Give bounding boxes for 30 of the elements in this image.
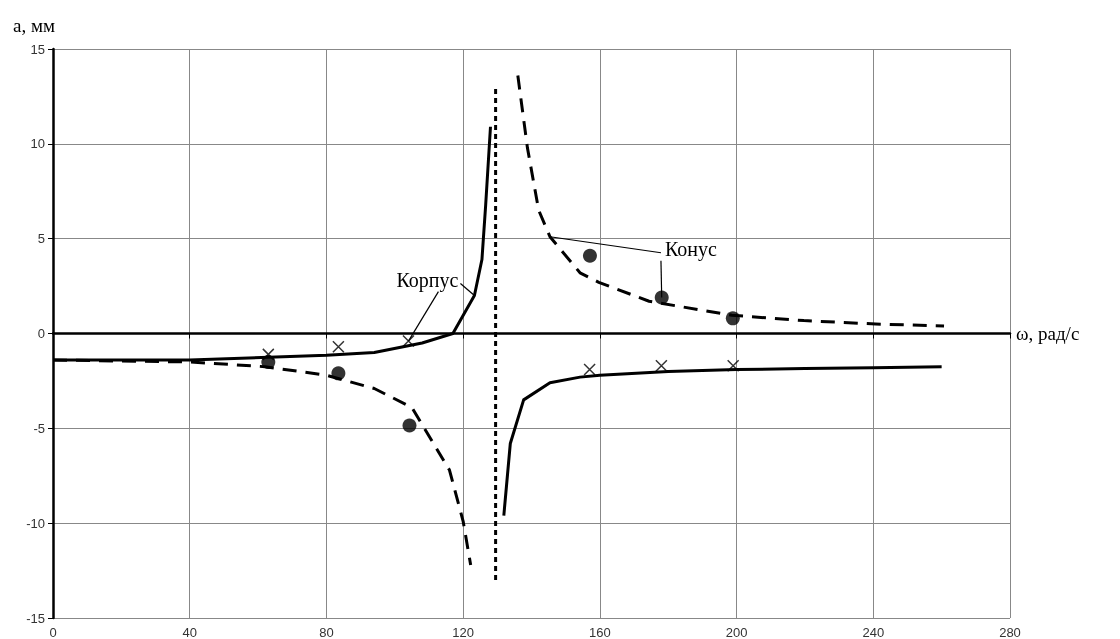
- point: [582, 248, 597, 263]
- text: Конус: [664, 237, 717, 261]
- legend-label: Корпус: [396, 268, 459, 292]
- point: [726, 359, 740, 372]
- point: [655, 359, 668, 372]
- x-tick-label: 160: [589, 625, 611, 639]
- x-tick-label: 280: [999, 625, 1021, 639]
- point: [261, 354, 276, 369]
- point: [402, 334, 415, 348]
- y-tick-label: 0: [37, 326, 45, 341]
- y-tick-label: 15: [30, 41, 45, 57]
- x-tick-label: 40: [182, 625, 197, 639]
- y-tick-label: 10: [30, 136, 45, 152]
- x-tick-label: 0: [49, 625, 57, 639]
- y-tick-label: 5: [37, 231, 45, 247]
- x-tick-label: 200: [725, 625, 748, 639]
- y-tick-label: -15: [26, 610, 45, 626]
- y-tick-label: -10: [26, 515, 45, 531]
- y-axis-title: a, мм: [13, 15, 55, 36]
- x-tick-label: 240: [862, 625, 885, 639]
- x-tick-label: 80: [319, 625, 334, 639]
- x-axis-title: ω, рад/с: [1016, 323, 1080, 344]
- point: [725, 311, 740, 326]
- point: [331, 366, 346, 381]
- point: [583, 363, 596, 376]
- point: [654, 290, 669, 305]
- point: [402, 418, 417, 433]
- x-tick-label: 120: [452, 625, 474, 639]
- y-tick-label: -5: [33, 420, 45, 436]
- point: [332, 340, 345, 354]
